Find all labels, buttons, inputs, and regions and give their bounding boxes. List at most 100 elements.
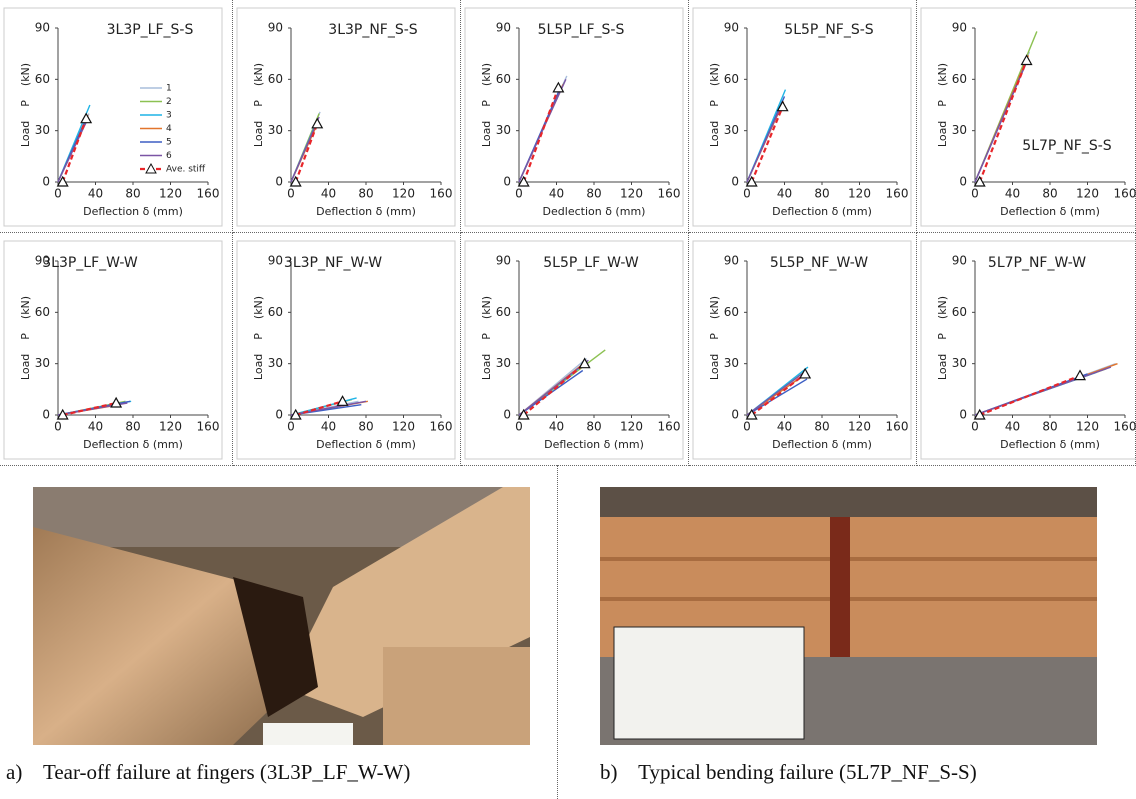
y-tick-label: 90	[724, 21, 739, 35]
y-tick-label: 90	[268, 21, 283, 35]
y-axis-label: Load P (kN)	[480, 296, 493, 380]
y-tick-label: 0	[42, 175, 50, 189]
y-tick-label: 30	[268, 356, 283, 370]
chart-frame	[921, 8, 1136, 226]
series-line	[747, 107, 781, 182]
x-tick-label: 40	[777, 420, 792, 434]
chart-cell: 030609004080120160Deflection δ (mm)Load …	[0, 233, 233, 466]
chart-cell: 030609004080120160Deflection δ (mm)Load …	[689, 0, 917, 233]
caption-text: Tear-off failure at fingers (3L3P_LF_W-W…	[43, 760, 410, 784]
chart: 030609004080120160Deflection δ (mm)Load …	[233, 0, 461, 230]
x-tick-label: 160	[886, 187, 909, 201]
y-tick-label: 30	[724, 356, 739, 370]
x-tick-label: 160	[1114, 187, 1136, 201]
x-tick-label: 160	[197, 187, 220, 201]
x-tick-label: 0	[287, 187, 295, 201]
x-tick-label: 120	[848, 420, 871, 434]
x-tick-label: 40	[549, 187, 564, 201]
photo-tear-off	[33, 487, 530, 745]
x-tick-label: 0	[287, 420, 295, 434]
chart-title: 3L3P_LF_S-S	[107, 22, 194, 38]
y-tick-label: 0	[275, 175, 283, 189]
y-axis-label: Load P (kN)	[252, 63, 265, 147]
x-tick-label: 120	[620, 187, 643, 201]
y-axis-label: Load P (kN)	[19, 296, 32, 380]
x-tick-label: 120	[1076, 187, 1099, 201]
x-axis-label: Deflection δ (mm)	[316, 205, 416, 218]
x-tick-label: 0	[971, 187, 979, 201]
legend-label: 1	[166, 84, 172, 94]
y-tick-label: 90	[35, 21, 50, 35]
x-tick-label: 80	[1042, 420, 1057, 434]
y-tick-label: 30	[35, 356, 50, 370]
y-tick-label: 30	[496, 123, 511, 137]
chart-cell: 030609004080120160Deflection δ (mm)Load …	[917, 233, 1136, 466]
chart-cell: 030609004080120160Deflection δ (mm)Load …	[689, 233, 917, 466]
average-line	[752, 107, 783, 182]
x-tick-label: 40	[88, 187, 103, 201]
chart-title: 3L3P_NF_W-W	[284, 255, 382, 271]
chart-frame	[693, 8, 911, 226]
y-tick-label: 90	[724, 254, 739, 268]
legend-label: 2	[166, 97, 172, 107]
x-tick-label: 80	[125, 420, 140, 434]
chart-title: 3L3P_LF_W-W	[42, 255, 138, 271]
chart-frame	[4, 241, 222, 459]
caption-label: a)	[6, 760, 22, 784]
x-axis-label: Deflection δ (mm)	[544, 438, 644, 451]
x-axis-label: Dedlection δ (mm)	[543, 205, 646, 218]
x-axis-label: Deflection δ (mm)	[83, 438, 183, 451]
y-tick-label: 60	[952, 305, 967, 319]
x-tick-label: 0	[54, 420, 62, 434]
y-tick-label: 60	[268, 72, 283, 86]
x-tick-label: 120	[392, 420, 415, 434]
x-tick-label: 40	[1005, 420, 1020, 434]
y-axis-label: Load P (kN)	[936, 296, 949, 380]
y-tick-label: 0	[959, 408, 967, 422]
x-tick-label: 80	[586, 187, 601, 201]
chart-title: 5L5P_LF_S-S	[538, 22, 625, 38]
x-tick-label: 0	[743, 187, 751, 201]
legend-label: 6	[166, 151, 172, 161]
chart-title: 5L7P_NF_S-S	[1022, 138, 1112, 154]
caption: b) Typical bending failure (5L7P_NF_S-S)	[600, 760, 977, 785]
y-axis-label: Load P (kN)	[252, 296, 265, 380]
x-tick-label: 80	[125, 187, 140, 201]
y-tick-label: 0	[731, 175, 739, 189]
y-tick-label: 60	[35, 72, 50, 86]
y-tick-label: 30	[952, 123, 967, 137]
y-tick-label: 30	[496, 356, 511, 370]
x-tick-label: 80	[586, 420, 601, 434]
x-tick-label: 0	[54, 187, 62, 201]
chart: 030609004080120160Deflection δ (mm)Load …	[917, 233, 1136, 463]
x-axis-label: Deflection δ (mm)	[772, 205, 872, 218]
y-axis-label: Load P (kN)	[480, 63, 493, 147]
average-line	[524, 88, 559, 182]
series-line	[747, 379, 807, 415]
y-tick-label: 0	[503, 408, 511, 422]
x-tick-label: 160	[886, 420, 909, 434]
x-axis-label: Deflection δ (mm)	[1000, 205, 1100, 218]
y-tick-label: 60	[268, 305, 283, 319]
y-tick-label: 0	[275, 408, 283, 422]
x-tick-label: 80	[814, 420, 829, 434]
y-tick-label: 60	[35, 305, 50, 319]
chart-title: 5L7P_NF_W-W	[988, 255, 1086, 271]
average-marker	[1022, 56, 1032, 65]
x-tick-label: 160	[430, 420, 453, 434]
y-tick-label: 60	[496, 305, 511, 319]
y-tick-label: 90	[496, 21, 511, 35]
caption-label: b)	[600, 760, 618, 784]
y-tick-label: 60	[724, 72, 739, 86]
y-tick-label: 30	[724, 123, 739, 137]
x-tick-label: 80	[814, 187, 829, 201]
x-axis-label: Deflection δ (mm)	[83, 205, 183, 218]
average-line	[752, 374, 805, 415]
y-tick-label: 60	[724, 305, 739, 319]
chart-title: 5L5P_NF_S-S	[784, 22, 874, 38]
